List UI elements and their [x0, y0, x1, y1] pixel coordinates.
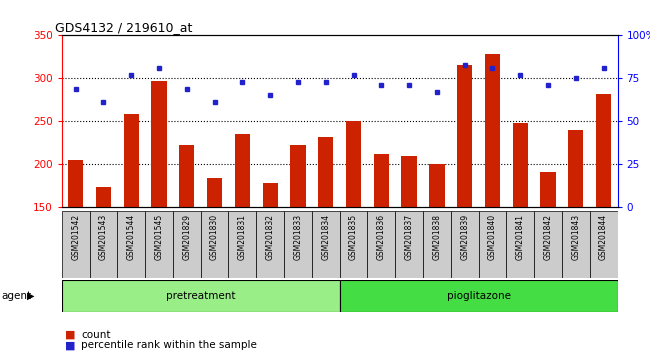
- Bar: [568, 130, 584, 207]
- Bar: [395, 211, 423, 278]
- Bar: [562, 211, 590, 278]
- Bar: [96, 187, 111, 207]
- Bar: [485, 54, 500, 207]
- Bar: [145, 211, 173, 278]
- Text: GSM201842: GSM201842: [543, 214, 552, 260]
- Bar: [263, 183, 278, 207]
- Bar: [124, 114, 139, 207]
- Bar: [312, 211, 340, 278]
- Text: GSM201543: GSM201543: [99, 214, 108, 260]
- Bar: [291, 145, 306, 207]
- Bar: [478, 211, 506, 278]
- Bar: [284, 211, 312, 278]
- Bar: [68, 160, 83, 207]
- Bar: [256, 211, 284, 278]
- Bar: [318, 137, 333, 207]
- Text: GSM201544: GSM201544: [127, 214, 136, 260]
- Text: pretreatment: pretreatment: [166, 291, 235, 301]
- Text: GSM201545: GSM201545: [155, 214, 164, 260]
- Bar: [506, 211, 534, 278]
- Bar: [590, 211, 618, 278]
- Bar: [596, 94, 611, 207]
- Text: pioglitazone: pioglitazone: [447, 291, 510, 301]
- Bar: [423, 211, 451, 278]
- Bar: [235, 134, 250, 207]
- Bar: [179, 145, 194, 207]
- Text: GSM201542: GSM201542: [71, 214, 80, 260]
- Text: GSM201834: GSM201834: [321, 214, 330, 260]
- Text: GSM201830: GSM201830: [210, 214, 219, 260]
- Bar: [402, 156, 417, 207]
- Bar: [540, 172, 556, 207]
- Bar: [201, 211, 229, 278]
- Bar: [62, 211, 90, 278]
- Bar: [173, 211, 201, 278]
- Bar: [207, 178, 222, 207]
- Text: ■: ■: [65, 340, 75, 350]
- Bar: [90, 211, 117, 278]
- Text: ■: ■: [65, 330, 75, 339]
- Text: GSM201840: GSM201840: [488, 214, 497, 260]
- Bar: [451, 211, 478, 278]
- Bar: [534, 211, 562, 278]
- Text: GDS4132 / 219610_at: GDS4132 / 219610_at: [55, 21, 192, 34]
- Bar: [62, 280, 339, 312]
- Text: GSM201843: GSM201843: [571, 214, 580, 260]
- Text: GSM201837: GSM201837: [404, 214, 413, 260]
- Text: GSM201832: GSM201832: [266, 214, 275, 260]
- Text: count: count: [81, 330, 110, 339]
- Bar: [151, 81, 166, 207]
- Text: percentile rank within the sample: percentile rank within the sample: [81, 340, 257, 350]
- Text: GSM201839: GSM201839: [460, 214, 469, 260]
- Text: GSM201833: GSM201833: [293, 214, 302, 260]
- Text: GSM201836: GSM201836: [377, 214, 386, 260]
- Bar: [339, 211, 367, 278]
- Text: ▶: ▶: [27, 291, 35, 301]
- Text: GSM201835: GSM201835: [349, 214, 358, 260]
- Bar: [513, 123, 528, 207]
- Bar: [346, 121, 361, 207]
- Text: agent: agent: [1, 291, 31, 301]
- Bar: [339, 280, 618, 312]
- Text: GSM201844: GSM201844: [599, 214, 608, 260]
- Text: GSM201838: GSM201838: [432, 214, 441, 260]
- Bar: [457, 65, 473, 207]
- Bar: [117, 211, 145, 278]
- Text: GSM201841: GSM201841: [515, 214, 525, 260]
- Bar: [367, 211, 395, 278]
- Text: GSM201831: GSM201831: [238, 214, 247, 260]
- Bar: [374, 154, 389, 207]
- Text: GSM201829: GSM201829: [182, 214, 191, 260]
- Bar: [229, 211, 256, 278]
- Bar: [429, 164, 445, 207]
